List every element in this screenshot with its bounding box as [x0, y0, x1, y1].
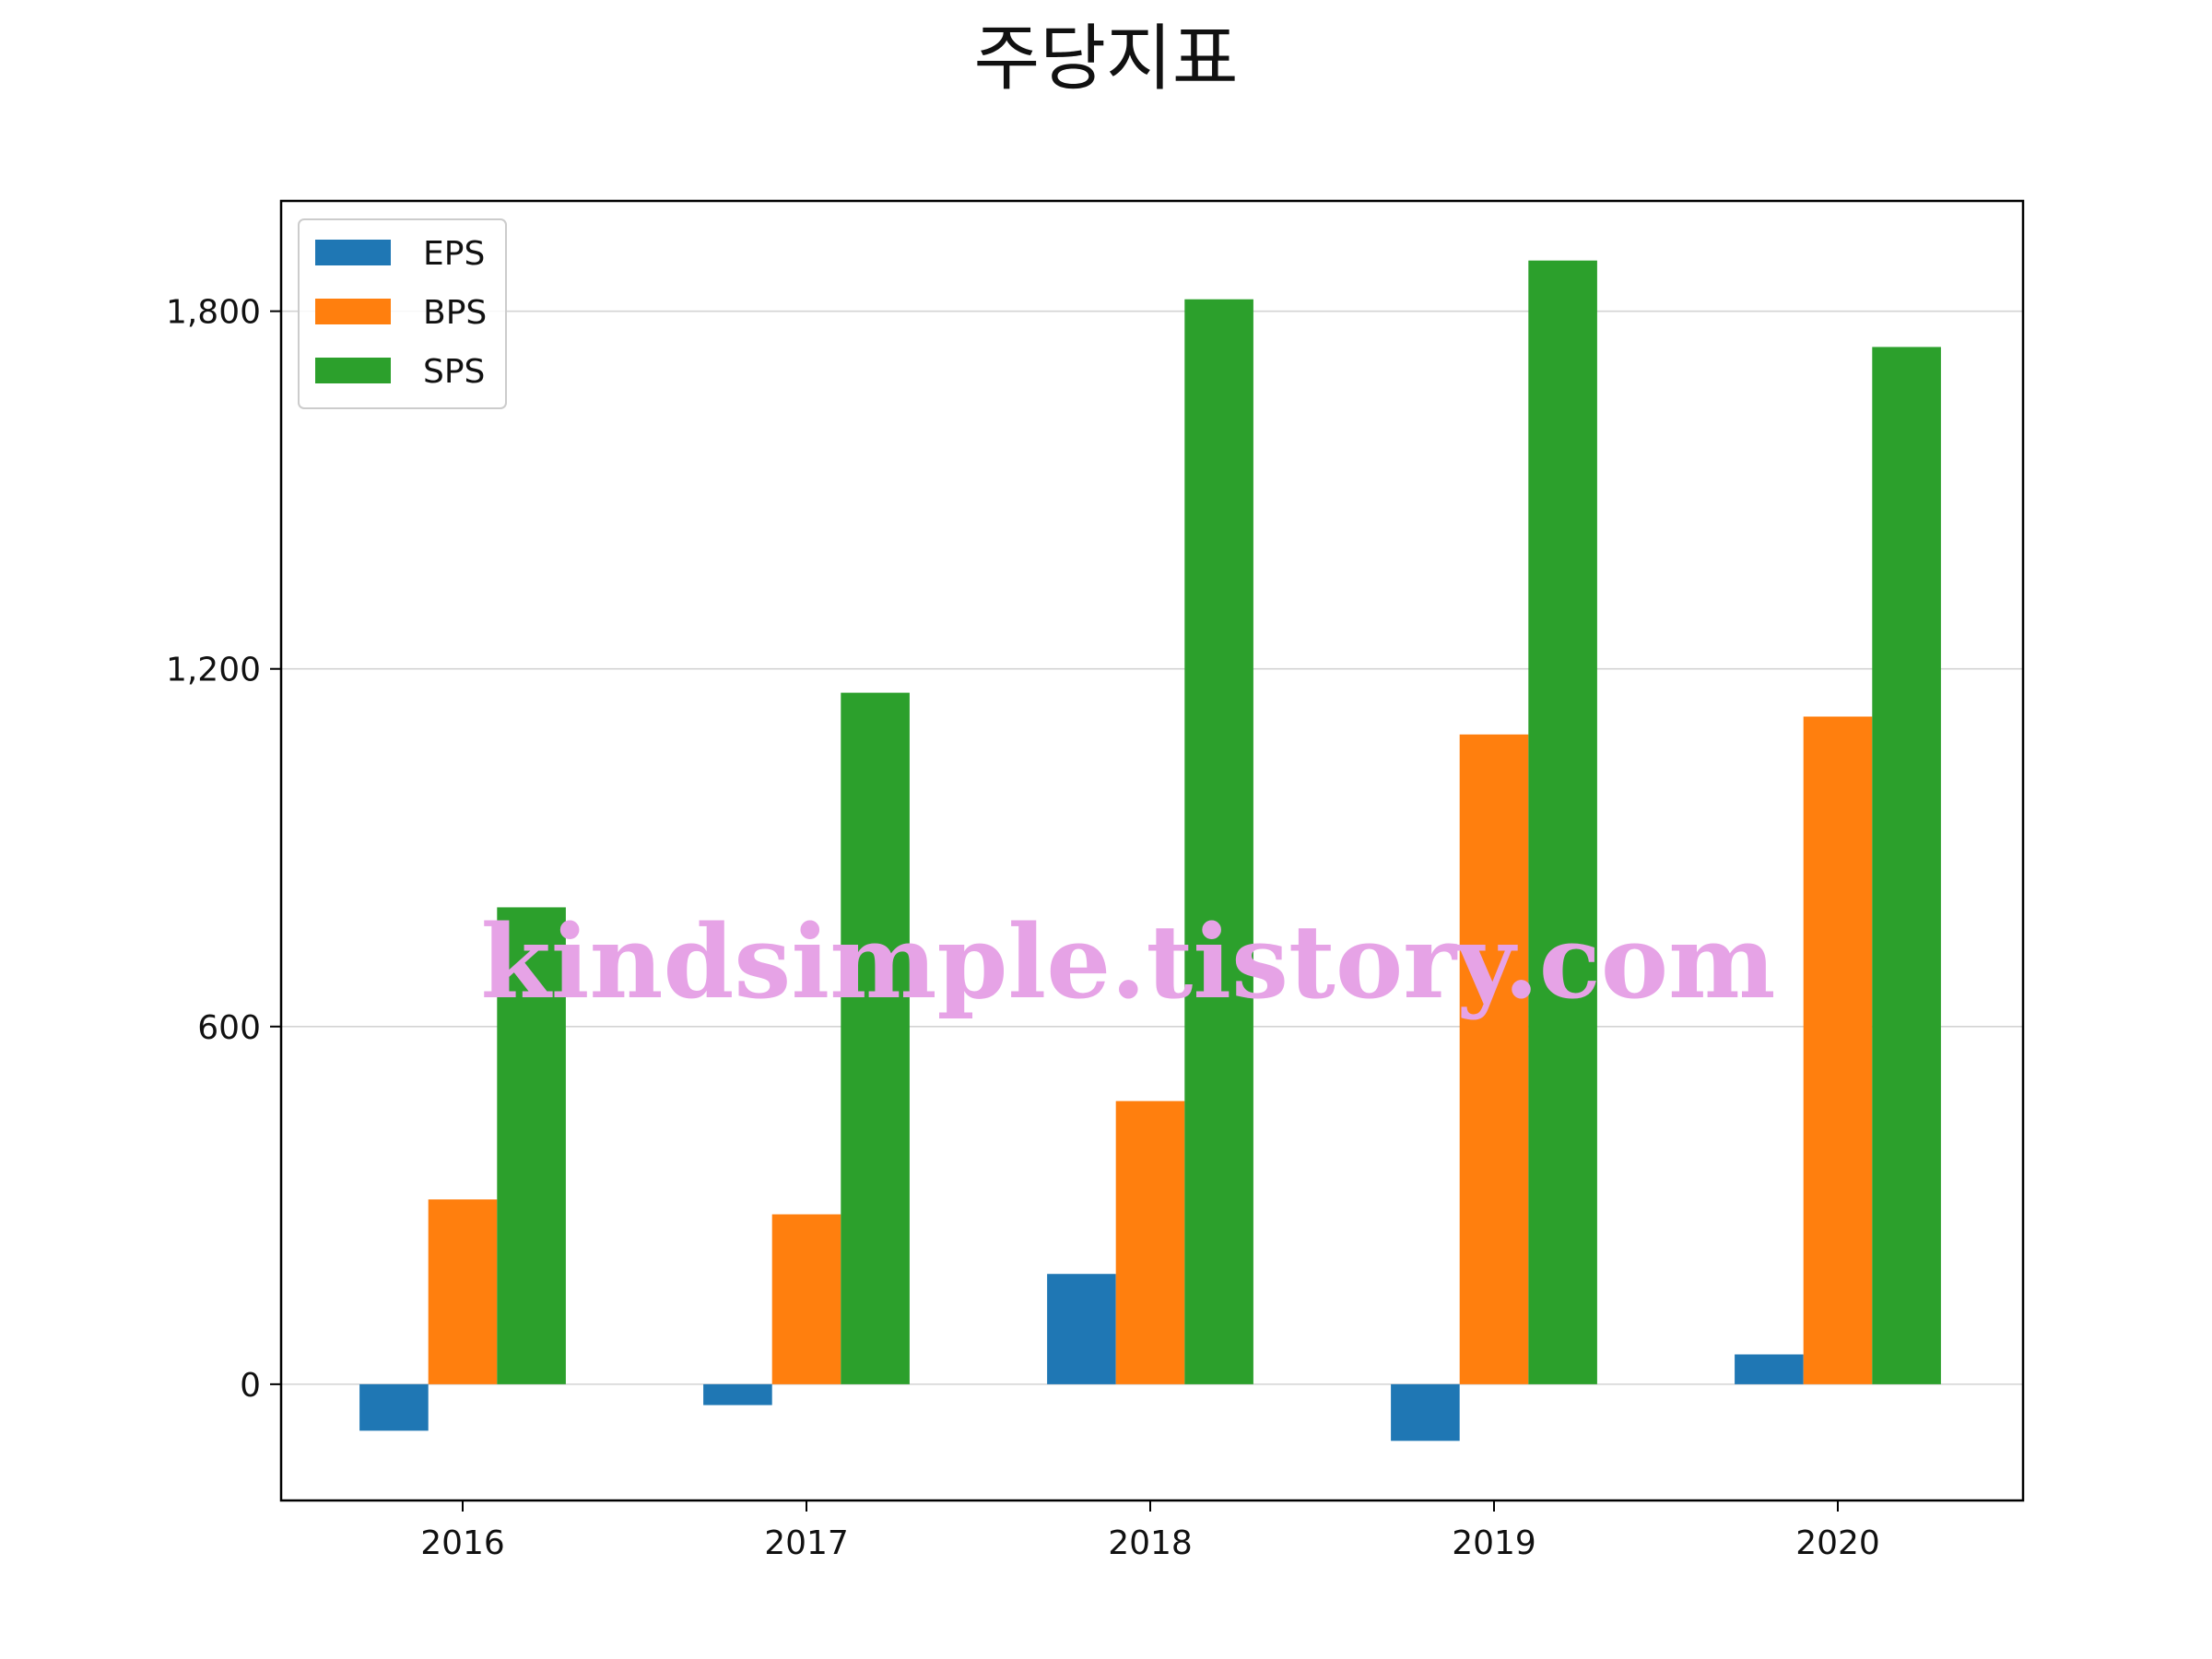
x-axis: 2016 2017 2018 2019 2020 [420, 1500, 1880, 1562]
bar-eps-2019 [1391, 1383, 1460, 1441]
legend-label-bps: BPS [423, 294, 487, 332]
x-tick-label: 2016 [420, 1524, 505, 1562]
bar-sps-2019 [1528, 260, 1597, 1384]
bar-eps-2020 [1735, 1354, 1804, 1384]
bar-bps-2019 [1459, 734, 1529, 1384]
bar-bps-2020 [1803, 716, 1873, 1384]
bar-eps-2018 [1047, 1274, 1116, 1384]
bar-eps-2017 [703, 1383, 772, 1406]
bar-sps-2020 [1872, 347, 1941, 1384]
legend-label-eps: EPS [423, 235, 485, 273]
y-axis: 0 600 1,200 1,800 [166, 294, 281, 1405]
bar-sps-2016 [497, 907, 566, 1384]
y-tick-label: 1,200 [166, 652, 261, 689]
legend-swatch-eps [315, 240, 391, 265]
bar-sps-2018 [1184, 299, 1253, 1384]
legend: EPS BPS SPS [298, 218, 507, 409]
bar-sps-2017 [841, 692, 910, 1384]
x-tick-label: 2018 [1108, 1524, 1193, 1562]
bar-eps-2016 [359, 1383, 429, 1431]
bars [359, 260, 1941, 1441]
legend-swatch-bps [315, 299, 391, 324]
legend-label-sps: SPS [423, 353, 485, 391]
bar-bps-2018 [1115, 1100, 1185, 1384]
x-tick-label: 2019 [1452, 1524, 1536, 1562]
legend-swatch-sps [315, 358, 391, 383]
x-tick-label: 2017 [764, 1524, 849, 1562]
watermark: kindsimple.tistory.com [481, 902, 1776, 1021]
y-tick-label: 0 [240, 1367, 261, 1405]
plot-frame [279, 199, 2025, 1502]
y-tick-label: 1,800 [166, 294, 261, 332]
bar-bps-2016 [428, 1199, 498, 1384]
x-tick-label: 2020 [1795, 1524, 1880, 1562]
y-tick-label: 600 [197, 1009, 261, 1047]
chart-title: 주당지표 [973, 18, 1238, 100]
bar-bps-2017 [771, 1214, 841, 1384]
